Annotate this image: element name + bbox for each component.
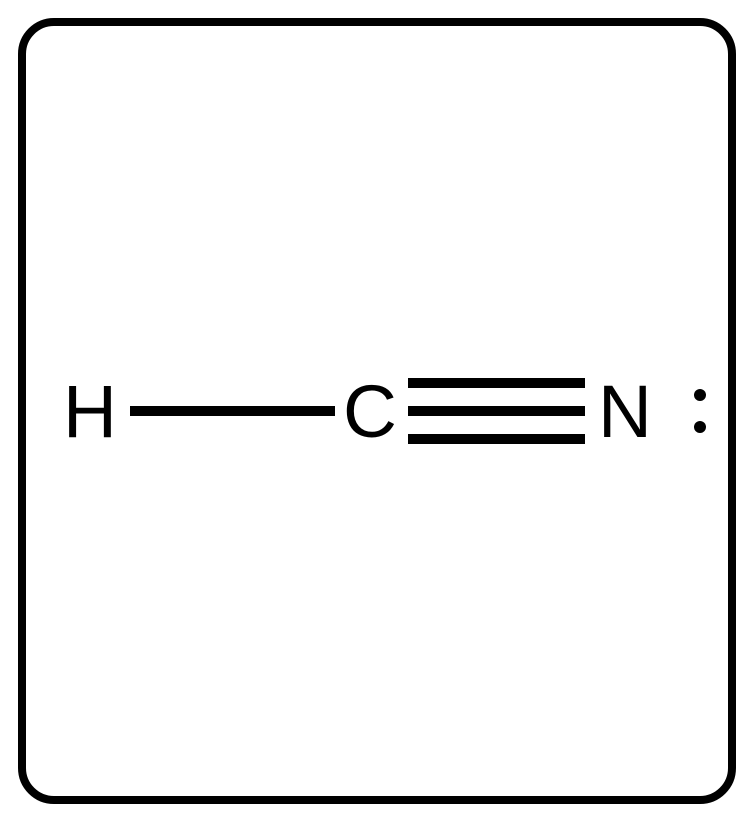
diagram-canvas: HCN [0, 0, 754, 822]
chemical-structure-svg: HCN [0, 0, 754, 822]
atom-N: N [598, 369, 652, 453]
atom-H: H [63, 369, 117, 453]
atom-C: C [343, 369, 397, 453]
